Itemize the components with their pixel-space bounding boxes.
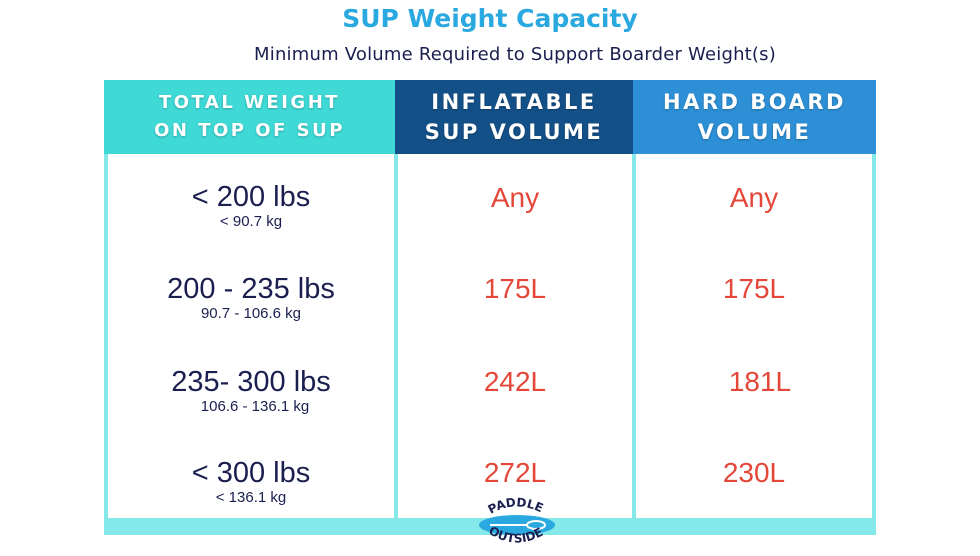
weight-cell: 200 - 235 lbs 90.7 - 106.6 kg xyxy=(108,273,394,323)
hard-board-volume-cell: 230L xyxy=(722,457,786,488)
weight-lbs: 200 - 235 lbs xyxy=(167,273,335,305)
table-body xyxy=(104,154,876,518)
weight-lbs: 235- 300 lbs xyxy=(171,366,331,398)
chart-title: SUP Weight Capacity xyxy=(342,4,638,33)
column-header-inflatable-volume: INFLATABLE SUP VOLUME xyxy=(395,80,633,154)
svg-text:OUTSIDE: OUTSIDE xyxy=(486,523,545,545)
weight-lbs: < 300 lbs xyxy=(191,457,311,489)
weight-kg: < 136.1 kg xyxy=(215,489,287,506)
weight-cell: < 200 lbs < 90.7 kg xyxy=(108,181,394,231)
weight-cell: < 300 lbs < 136.1 kg xyxy=(108,457,394,507)
column-divider xyxy=(632,154,636,520)
inflatable-volume-cell: 175L xyxy=(483,273,547,304)
inflatable-volume-cell: Any xyxy=(490,182,540,213)
weight-kg: 106.6 - 136.1 kg xyxy=(200,398,310,415)
weight-kg: < 90.7 kg xyxy=(219,213,283,230)
weight-lbs: < 200 lbs xyxy=(191,181,311,213)
chart-subtitle: Minimum Volume Required to Support Board… xyxy=(254,44,776,65)
column-header-total-weight: TOTAL WEIGHT ON TOP OF SUP xyxy=(104,80,395,154)
weight-cell: 235- 300 lbs 106.6 - 136.1 kg xyxy=(108,366,394,416)
hard-board-volume-cell: Any xyxy=(729,182,779,213)
table-border-left xyxy=(104,154,108,520)
weight-capacity-table: TOTAL WEIGHT ON TOP OF SUP INFLATABLE SU… xyxy=(104,80,876,535)
column-header-hard-board-volume: HARD BOARD VOLUME xyxy=(633,80,876,154)
inflatable-volume-cell: 272L xyxy=(483,457,547,488)
table-border-right xyxy=(872,154,876,520)
paddle-icon: PADDLE OUTSIDE xyxy=(479,495,555,546)
svg-text:PADDLE: PADDLE xyxy=(486,495,546,516)
weight-kg: 90.7 - 106.6 kg xyxy=(200,305,302,322)
paddle-outside-logo: PADDLE OUTSIDE xyxy=(470,492,560,551)
hard-board-volume-cell: 175L xyxy=(722,273,786,304)
inflatable-volume-cell: 242L xyxy=(483,366,547,397)
hard-board-volume-cell: 181L xyxy=(728,366,792,397)
column-divider xyxy=(394,154,398,520)
